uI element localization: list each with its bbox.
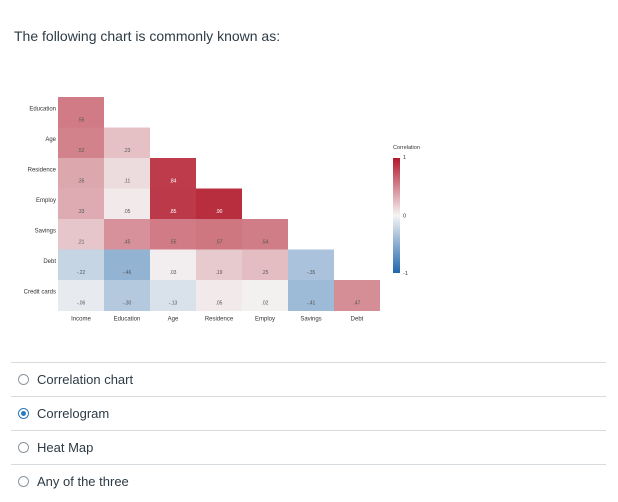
row-label: Age: [45, 137, 56, 143]
cell-value-label: .05: [124, 209, 131, 215]
answer-label: Correlation chart: [37, 372, 134, 387]
cell-value-label: .47: [354, 300, 361, 306]
row-label: Savings: [35, 229, 56, 235]
heatmap-cell: [58, 97, 104, 128]
heatmap-cell: [242, 249, 288, 281]
heatmap-cell: [196, 219, 242, 250]
cell-value-label: .19: [216, 270, 223, 276]
heatmap-cell: [104, 158, 150, 189]
heatmap-cell: [196, 188, 242, 220]
cell-value-label: .03: [170, 270, 177, 276]
row-label: Employ: [36, 198, 56, 204]
radio-button[interactable]: [18, 442, 29, 453]
column-label: Income: [71, 317, 91, 323]
answer-options: Correlation chart Correlogram Heat Map A…: [11, 362, 606, 498]
heatmap-cell: [58, 280, 104, 311]
question-text: The following chart is commonly known as…: [14, 28, 281, 44]
heatmap-cell: [288, 280, 334, 311]
heatmap-cell: [104, 127, 150, 159]
cell-value-label: -.41: [307, 300, 316, 306]
cell-value-label: .90: [216, 209, 223, 215]
answer-option-heat-map[interactable]: Heat Map: [11, 430, 606, 464]
heatmap-cell: [196, 280, 242, 311]
cell-value-label: -.46: [123, 270, 132, 276]
heatmap-cell: [150, 219, 196, 250]
radio-button[interactable]: [18, 408, 29, 419]
row-label: Education: [29, 107, 56, 113]
cell-value-label: .55: [170, 239, 177, 245]
column-label: Savings: [300, 317, 321, 323]
legend-tick-label: -1: [403, 271, 408, 277]
column-label: Education: [114, 317, 141, 323]
heatmap-cell: [242, 280, 288, 311]
row-label: Debt: [43, 259, 56, 265]
row-label: Residence: [28, 168, 57, 174]
heatmap-cell: [58, 158, 104, 189]
column-label: Employ: [255, 317, 275, 323]
answer-option-any-of-the-three[interactable]: Any of the three: [11, 464, 606, 498]
cell-value-label: .05: [216, 300, 223, 306]
cell-value-label: -.13: [169, 300, 178, 306]
cell-value-label: .45: [124, 239, 131, 245]
cell-value-label: .23: [124, 148, 131, 154]
column-label: Residence: [205, 317, 234, 323]
heatmap-cell: [104, 188, 150, 220]
cell-value-label: .85: [170, 209, 177, 215]
cell-value-label: -.35: [307, 270, 316, 276]
heatmap-cell: [104, 219, 150, 250]
column-label: Debt: [351, 317, 364, 323]
column-label: Age: [168, 317, 179, 323]
heatmap-cell: [58, 249, 104, 281]
answer-option-correlation-chart[interactable]: Correlation chart: [11, 362, 606, 396]
cell-value-label: .21: [78, 239, 85, 245]
cell-value-label: .02: [262, 300, 269, 306]
heatmap-cell: [196, 249, 242, 281]
cell-value-label: -.22: [77, 270, 86, 276]
correlogram-chart: .55 .52 .23 .35 .11 .84 .33 .05 .85 .90 .21 .45 .55.…: [24, 97, 420, 323]
legend-tick-label: 1: [403, 155, 406, 161]
legend-title: Correlation: [393, 145, 420, 151]
heatmap-cell: [58, 127, 104, 159]
heatmap-cell: [58, 188, 104, 220]
heatmap-cell: [150, 158, 196, 189]
cell-value-label: .55: [78, 117, 85, 123]
radio-button[interactable]: [18, 374, 29, 385]
heatmap-cell: [104, 249, 150, 281]
heatmap-cell: [334, 280, 380, 311]
answer-option-correlogram[interactable]: Correlogram: [11, 396, 606, 430]
heatmap-cell: [150, 188, 196, 220]
cell-value-label: .35: [78, 178, 85, 184]
cell-value-label: -.30: [123, 300, 132, 306]
heatmap-cell: [104, 280, 150, 311]
answer-label: Heat Map: [37, 440, 94, 455]
radio-button[interactable]: [18, 476, 29, 487]
cell-value-label: .84: [170, 178, 177, 184]
legend-color-bar: [393, 158, 400, 273]
heatmap-cell: [242, 219, 288, 250]
answer-label: Correlogram: [37, 406, 110, 421]
cell-value-label: .54: [262, 239, 269, 245]
answer-label: Any of the three: [37, 474, 129, 489]
cell-value-label: .25: [262, 270, 269, 276]
cell-value-label: -.06: [77, 300, 86, 306]
cell-value-label: .11: [124, 178, 131, 184]
cell-value-label: .52: [78, 148, 85, 154]
heatmap-cell: [150, 280, 196, 311]
heatmap-cell: [288, 249, 334, 281]
cell-value-label: .33: [78, 209, 85, 215]
heatmap-cell: [150, 249, 196, 281]
row-label: Credit cards: [24, 290, 56, 296]
heatmap-cell: [58, 219, 104, 250]
cell-value-label: .57: [216, 239, 223, 245]
legend-tick-label: 0: [403, 214, 406, 220]
